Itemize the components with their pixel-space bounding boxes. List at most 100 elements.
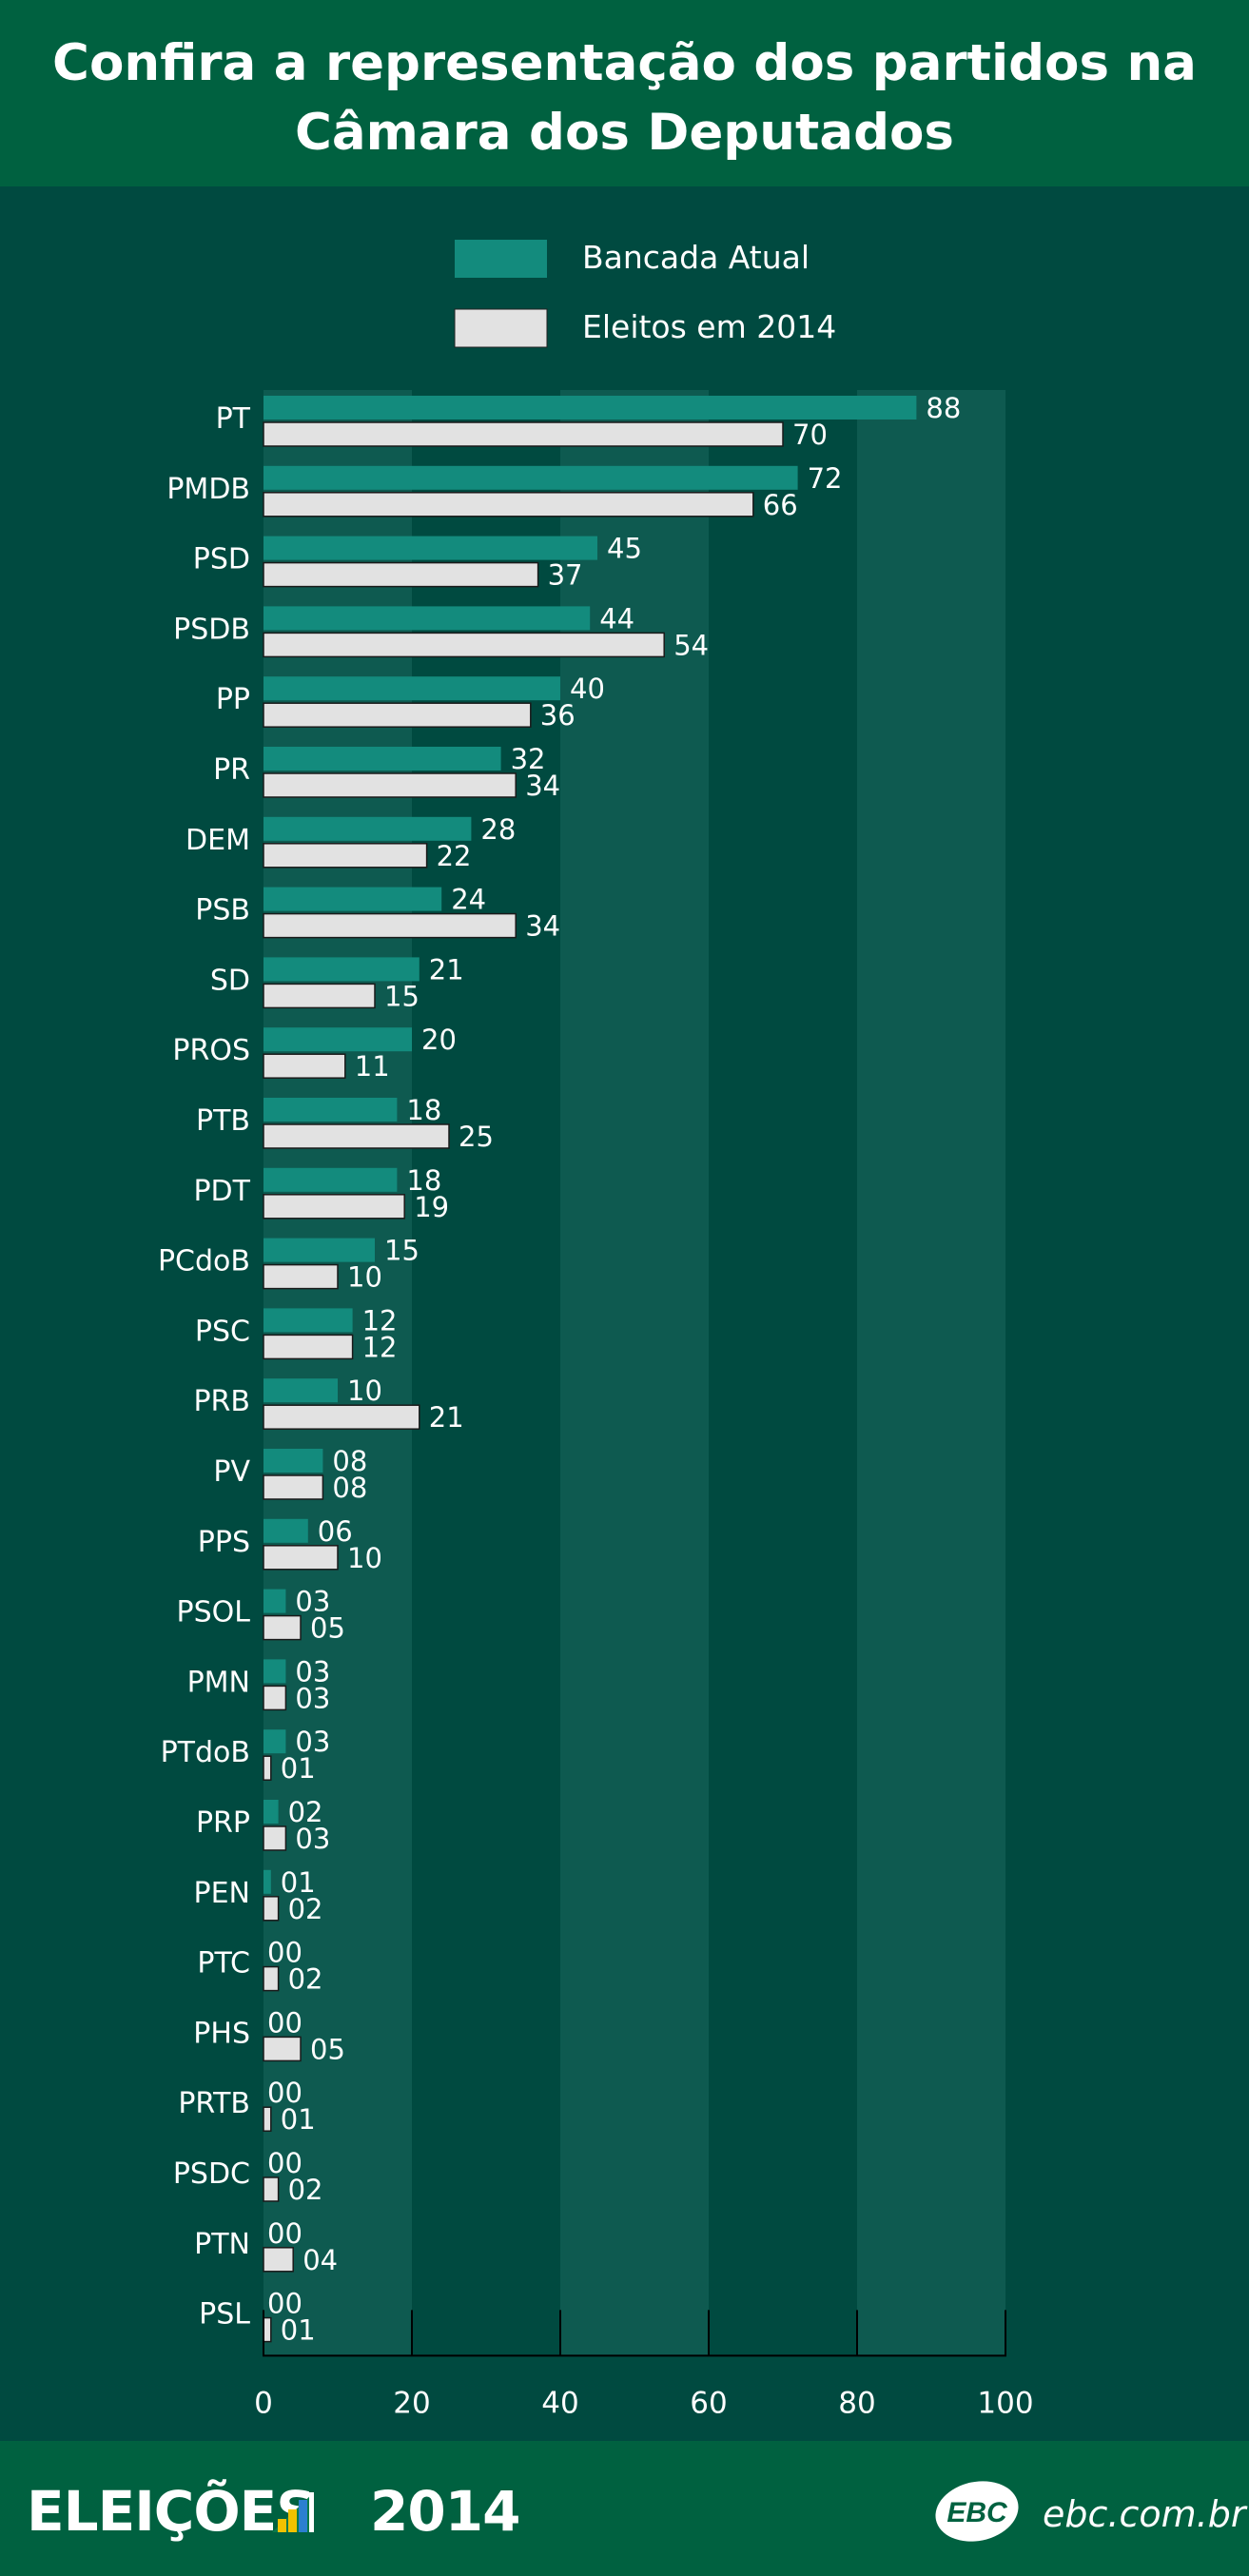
bar xyxy=(263,1869,271,1894)
bar xyxy=(263,2176,280,2202)
site-url: ebc.com.br xyxy=(1043,2493,1246,2535)
data-label: 88 xyxy=(926,392,961,424)
bar xyxy=(263,1474,324,1500)
category-label: PROS xyxy=(172,1034,250,1067)
category-label: PSDC xyxy=(173,2157,250,2191)
x-tick-label: 100 xyxy=(977,2386,1033,2420)
data-label: 45 xyxy=(607,533,642,565)
bar xyxy=(263,1965,280,1992)
data-label: 00 xyxy=(267,2147,302,2179)
data-label: 21 xyxy=(429,1401,464,1434)
bar xyxy=(263,983,376,1009)
data-label: 01 xyxy=(281,1866,316,1899)
data-label: 54 xyxy=(673,629,709,661)
bar xyxy=(263,1167,398,1192)
data-label: 03 xyxy=(295,1655,330,1688)
bar xyxy=(263,536,597,560)
legend-swatch xyxy=(455,240,547,278)
bar xyxy=(263,1053,346,1079)
category-label: PTdoB xyxy=(161,1736,250,1769)
data-label: 03 xyxy=(295,1586,330,1618)
bar xyxy=(263,1729,286,1754)
data-label: 02 xyxy=(288,2174,323,2206)
chart: Bancada Atual Eleitos em 2014 PT 88 70 PMDB 7… xyxy=(158,239,1034,2420)
category-label: PCdoB xyxy=(158,1245,250,1278)
category-label: PV xyxy=(213,1455,250,1489)
data-label: 08 xyxy=(332,1472,367,1504)
x-tick-label: 60 xyxy=(690,2386,727,2420)
bar xyxy=(263,2036,302,2062)
ebc-logo-icon: EBC xyxy=(935,2481,1019,2542)
bar xyxy=(263,1589,286,1613)
legend-label: Eleitos em 2014 xyxy=(582,308,836,345)
header: Confira a representação dos partidos na … xyxy=(0,0,1249,186)
bar xyxy=(263,1194,405,1220)
data-label: 18 xyxy=(406,1164,441,1197)
bar xyxy=(263,1755,272,1781)
data-label: 01 xyxy=(281,2103,316,2136)
x-tick-label: 80 xyxy=(838,2386,875,2420)
bar xyxy=(263,1825,287,1851)
bar xyxy=(263,747,501,771)
x-tick-label: 20 xyxy=(393,2386,430,2420)
category-label: PSOL xyxy=(177,1596,251,1630)
bar xyxy=(263,421,784,447)
bar xyxy=(263,1800,279,1824)
data-label: 25 xyxy=(459,1121,494,1153)
bar xyxy=(263,816,472,841)
data-label: 01 xyxy=(281,1752,316,1785)
bar xyxy=(263,606,591,631)
category-label: PSC xyxy=(195,1315,250,1348)
data-label: 10 xyxy=(347,1375,382,1407)
data-label: 34 xyxy=(525,770,560,802)
category-label: PTN xyxy=(194,2228,250,2261)
data-label: 12 xyxy=(362,1304,398,1337)
data-label: 24 xyxy=(451,884,486,916)
data-label: 00 xyxy=(267,2006,302,2039)
category-label: PR xyxy=(213,753,250,787)
bar xyxy=(263,772,517,798)
flag-icon xyxy=(272,2492,314,2532)
category-label: PSB xyxy=(195,894,250,927)
x-tick-label: 40 xyxy=(541,2386,578,2420)
data-label: 40 xyxy=(570,673,605,705)
brand-text: ELEIÇÕES xyxy=(27,2479,316,2544)
bar xyxy=(263,676,560,701)
data-label: 19 xyxy=(414,1191,449,1223)
data-label: 10 xyxy=(347,1542,382,1574)
data-label: 05 xyxy=(310,2033,345,2065)
bar xyxy=(263,465,798,490)
data-label: 32 xyxy=(511,743,546,775)
category-label: PTB xyxy=(196,1104,250,1138)
data-label: 72 xyxy=(808,462,843,495)
data-label: 01 xyxy=(281,2314,316,2347)
bar xyxy=(263,957,420,982)
category-label: PHS xyxy=(193,2017,250,2050)
bar xyxy=(263,1545,339,1571)
data-label: 11 xyxy=(355,1050,390,1083)
category-label: PSD xyxy=(193,543,250,576)
bar xyxy=(263,1659,286,1684)
legend-label: Bancada Atual xyxy=(582,239,810,276)
brand-logo: ELEIÇÕES 2014 xyxy=(27,2478,520,2545)
data-label: 20 xyxy=(421,1024,457,1056)
data-label: 44 xyxy=(599,602,634,634)
data-label: 15 xyxy=(384,980,420,1012)
category-label: PRTB xyxy=(178,2087,250,2120)
bar xyxy=(263,1378,338,1403)
data-label: 28 xyxy=(480,813,516,846)
data-label: 00 xyxy=(267,1937,302,1969)
data-label: 15 xyxy=(384,1235,420,1267)
data-label: 34 xyxy=(525,910,560,943)
data-label: 03 xyxy=(295,1682,330,1714)
category-label: PRP xyxy=(196,1806,250,1840)
category-label: PMN xyxy=(187,1666,250,1699)
bar xyxy=(263,2247,294,2273)
bar xyxy=(263,492,754,517)
bar xyxy=(263,1238,375,1262)
category-label: PEN xyxy=(194,1877,251,1910)
data-label: 06 xyxy=(318,1515,353,1548)
category-label: PSDB xyxy=(173,613,250,646)
grid-band xyxy=(857,390,1005,2356)
bar xyxy=(263,1027,412,1052)
